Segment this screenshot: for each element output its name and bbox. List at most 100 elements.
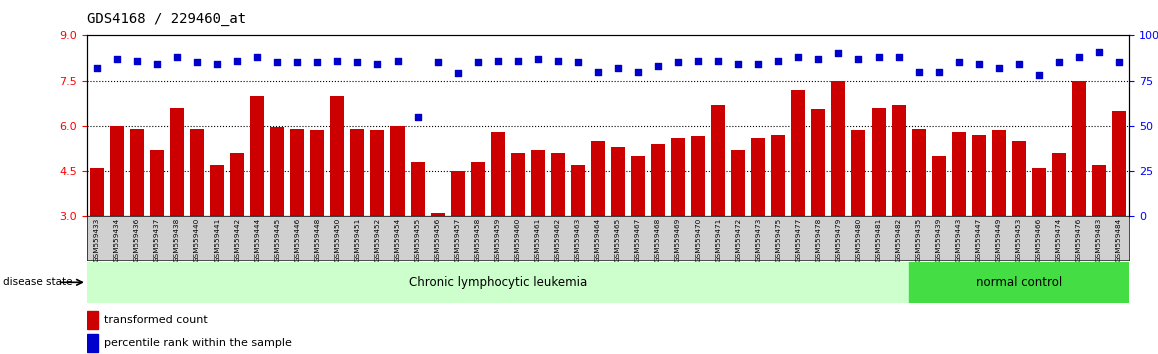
Bar — [672, 138, 686, 306]
Point — [1029, 72, 1048, 78]
Bar — [851, 130, 865, 306]
Bar — [1092, 165, 1106, 306]
Text: GSM559476: GSM559476 — [1076, 218, 1082, 262]
Point — [148, 62, 167, 67]
Bar — [491, 132, 505, 306]
Bar — [1051, 153, 1065, 306]
Text: GSM559457: GSM559457 — [455, 218, 461, 262]
Point — [349, 59, 367, 65]
Point — [368, 62, 387, 67]
Point — [609, 65, 628, 71]
Bar — [1012, 141, 1026, 306]
Point — [549, 58, 567, 63]
Bar — [591, 141, 604, 306]
Point — [969, 62, 988, 67]
Bar — [909, 262, 1129, 303]
Point — [889, 54, 908, 60]
Bar — [991, 130, 1006, 306]
Text: GSM559439: GSM559439 — [936, 218, 941, 262]
Point — [588, 69, 607, 74]
Point — [388, 58, 406, 63]
Point — [909, 69, 928, 74]
Bar — [190, 129, 204, 306]
Point — [489, 58, 507, 63]
Bar — [151, 150, 164, 306]
Text: GSM559475: GSM559475 — [776, 218, 782, 262]
Text: GSM559463: GSM559463 — [574, 218, 581, 262]
Text: GSM559472: GSM559472 — [735, 218, 741, 262]
Bar — [651, 144, 665, 306]
Bar — [791, 90, 805, 306]
Text: GSM559481: GSM559481 — [875, 218, 881, 262]
Point — [749, 62, 768, 67]
Bar — [831, 80, 845, 306]
Bar — [972, 135, 985, 306]
Bar — [711, 104, 725, 306]
Text: GSM559437: GSM559437 — [154, 218, 160, 262]
Bar — [892, 104, 906, 306]
Text: GSM559453: GSM559453 — [1016, 218, 1021, 262]
Text: GSM559469: GSM559469 — [675, 218, 681, 262]
Bar — [470, 162, 485, 306]
Text: GSM559468: GSM559468 — [655, 218, 661, 262]
Text: GSM559434: GSM559434 — [113, 218, 120, 262]
Bar — [731, 150, 746, 306]
Bar — [812, 109, 826, 306]
Text: GSM559458: GSM559458 — [475, 218, 481, 262]
Bar — [90, 168, 104, 306]
Text: GSM559435: GSM559435 — [916, 218, 922, 262]
Text: GSM559441: GSM559441 — [214, 218, 220, 262]
Bar — [571, 165, 585, 306]
Text: GSM559446: GSM559446 — [294, 218, 300, 262]
Bar — [691, 136, 705, 306]
Point — [669, 59, 688, 65]
Text: GSM559467: GSM559467 — [635, 218, 642, 262]
Bar — [310, 130, 324, 306]
Text: GSM559433: GSM559433 — [94, 218, 100, 262]
Point — [208, 62, 227, 67]
Point — [127, 58, 146, 63]
Text: GSM559462: GSM559462 — [555, 218, 560, 262]
Text: GSM559484: GSM559484 — [1116, 218, 1122, 262]
Text: GSM559465: GSM559465 — [615, 218, 621, 262]
Bar — [450, 171, 464, 306]
Point — [730, 62, 748, 67]
Bar — [431, 213, 445, 306]
Text: transformed count: transformed count — [104, 315, 208, 325]
Bar — [551, 153, 565, 306]
Bar — [911, 129, 925, 306]
Point — [409, 114, 427, 119]
Bar — [291, 129, 305, 306]
Bar — [371, 130, 384, 306]
Point — [1010, 62, 1028, 67]
Text: GSM559443: GSM559443 — [955, 218, 961, 262]
Text: GSM559440: GSM559440 — [195, 218, 200, 262]
Point — [1090, 49, 1108, 55]
Bar — [530, 150, 544, 306]
Bar — [752, 138, 765, 306]
Point — [88, 65, 107, 71]
Bar — [872, 108, 886, 306]
Bar — [351, 129, 365, 306]
Point — [428, 59, 447, 65]
Point — [870, 54, 888, 60]
Bar — [611, 147, 625, 306]
Bar — [511, 153, 525, 306]
Text: GSM559444: GSM559444 — [255, 218, 261, 262]
Point — [528, 56, 547, 62]
Text: GSM559479: GSM559479 — [835, 218, 842, 262]
Point — [809, 56, 828, 62]
Text: GSM559454: GSM559454 — [395, 218, 401, 262]
Point — [849, 56, 867, 62]
Point — [468, 59, 488, 65]
Bar — [1072, 80, 1086, 306]
Point — [789, 54, 807, 60]
Text: GSM559474: GSM559474 — [1056, 218, 1062, 262]
Text: GSM559480: GSM559480 — [856, 218, 862, 262]
Text: GSM559482: GSM559482 — [895, 218, 902, 262]
Bar — [230, 153, 244, 306]
Point — [829, 51, 848, 56]
Text: GDS4168 / 229460_at: GDS4168 / 229460_at — [87, 12, 245, 27]
Bar — [130, 129, 144, 306]
Point — [569, 59, 587, 65]
